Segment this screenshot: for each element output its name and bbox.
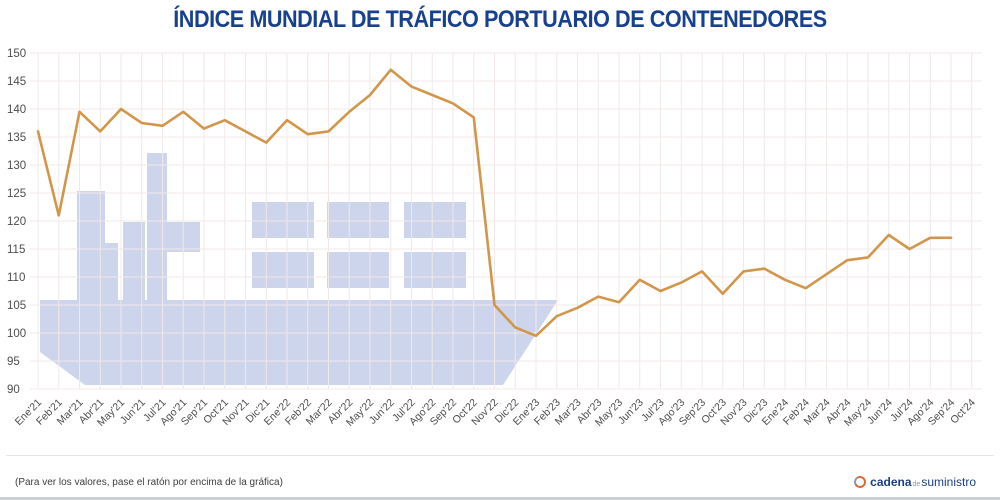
brand-wordmark: cadena de suministro xyxy=(870,475,976,489)
chart-title: ÍNDICE MUNDIAL DE TRÁFICO PORTUARIO DE C… xyxy=(173,6,827,33)
y-tick-label: 120 xyxy=(7,216,26,228)
ship-container-block xyxy=(327,202,389,238)
y-tick-label: 95 xyxy=(7,356,20,368)
ship-container-block xyxy=(252,202,314,238)
y-tick-label: 145 xyxy=(7,76,26,88)
y-tick-label: 100 xyxy=(7,328,26,340)
y-tick-label: 150 xyxy=(7,48,26,60)
brand-word-de: de xyxy=(912,481,921,488)
footer-divider xyxy=(6,455,994,456)
brand-word-cadena: cadena xyxy=(870,475,912,489)
ship-hull xyxy=(40,300,558,385)
brand-word-suministro: suministro xyxy=(921,475,976,489)
ship-superstructure-block xyxy=(147,153,167,300)
y-tick-label: 130 xyxy=(7,160,26,172)
ship-superstructure-block xyxy=(77,191,105,300)
traffic-index-line[interactable] xyxy=(36,68,953,338)
y-tick-label: 110 xyxy=(7,272,25,284)
x-axis-labels: Ene'21Feb'21Mar'21Abr'21May'21Jun'21Jul'… xyxy=(13,397,978,429)
y-tick-label: 140 xyxy=(7,104,26,116)
brand-logo[interactable]: cadena de suministro xyxy=(852,474,976,490)
y-axis-labels: 90 95 100 105 110 115 120 125 130 135 140 145 150 xyxy=(7,48,26,396)
chart-svg[interactable]: 90 95 100 105 110 115 120 125 130 135 140 145 150 Ene… xyxy=(0,0,1000,455)
brand-ring-icon xyxy=(852,474,868,490)
y-tick-label: 125 xyxy=(7,188,26,200)
hover-hint-text: (Para ver los valores, pase el ratón por… xyxy=(15,477,283,488)
ship-superstructure-block xyxy=(123,222,145,300)
y-tick-label: 135 xyxy=(7,132,26,144)
ship-container-block xyxy=(252,252,314,288)
gridlines xyxy=(30,52,982,390)
y-tick-label: 115 xyxy=(7,244,25,256)
y-tick-label: 105 xyxy=(7,300,26,312)
chart-area[interactable]: 90 95 100 105 110 115 120 125 130 135 140 145 150 Ene… xyxy=(0,0,1000,455)
ship-container-block xyxy=(404,252,466,288)
ship-container-block xyxy=(404,202,466,238)
y-tick-label: 90 xyxy=(7,384,20,396)
ship-superstructure-block xyxy=(105,243,118,300)
ship-container-block xyxy=(327,252,389,288)
